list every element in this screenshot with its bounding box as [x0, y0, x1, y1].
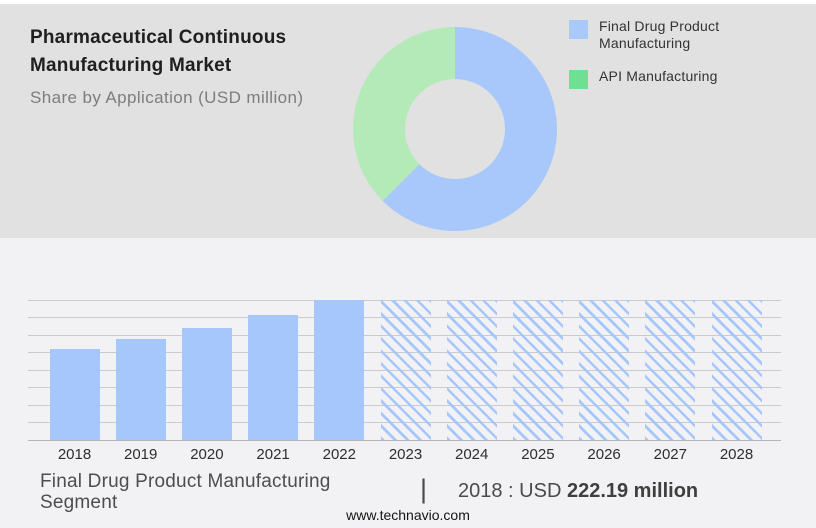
x-tick-label: 2018 — [57, 446, 92, 463]
x-tick-label: 2023 — [388, 446, 423, 463]
footer-separator: | — [420, 474, 428, 504]
bar-2022 — [314, 300, 365, 440]
x-axis-line — [28, 439, 781, 441]
title-line-2: Manufacturing Market — [30, 55, 232, 76]
stat-annotation: 2018 : USD 222.19 million — [458, 480, 698, 503]
bar-2021 — [248, 314, 299, 440]
segment-caption-line-1: Final Drug Product Manufacturing — [40, 471, 331, 492]
bar-2019 — [115, 339, 166, 440]
legend-label: Final Drug Product Manufacturing — [599, 18, 720, 51]
x-tick-label: 2025 — [521, 446, 555, 463]
legend-item-final-drug-product: Final Drug Product Manufacturing — [569, 18, 769, 52]
x-tick-label: 2028 — [719, 446, 754, 463]
page-title: Pharmaceutical Continuous Manufacturing … — [30, 24, 286, 80]
x-tick-label: 2020 — [190, 446, 224, 463]
title-line-1: Pharmaceutical Continuous — [30, 27, 287, 48]
legend-label: API Manufacturing — [599, 68, 718, 84]
x-tick-label: 2021 — [256, 446, 290, 463]
bar-2023-forecast — [380, 300, 431, 440]
bar-2025-forecast — [512, 300, 563, 440]
bar-2024-forecast — [446, 300, 497, 440]
stat-prefix: 2018 : USD — [458, 480, 567, 502]
x-tick-label: 2024 — [455, 446, 489, 463]
donut-chart — [353, 27, 557, 231]
bar-2026-forecast — [579, 300, 630, 440]
bar-plot: 2018 2019 2020 2021 2022 2023 2024 2025 2026 2027… — [28, 299, 781, 463]
segment-caption: Final Drug Product Manufacturing Segment — [40, 471, 330, 513]
bar-2018 — [49, 349, 100, 440]
website-text: www.technavio.com — [346, 507, 470, 523]
segment-caption-line-2: Segment — [40, 492, 118, 513]
bar-section: 2018 2019 2020 2021 2022 2023 2024 2025 2026 2027… — [0, 238, 816, 528]
legend-swatch — [569, 70, 588, 89]
donut-hole — [405, 79, 505, 179]
x-tick-label: 2019 — [124, 446, 158, 463]
x-tick-label: 2026 — [587, 446, 621, 463]
legend-item-api-manufacturing: API Manufacturing — [569, 68, 769, 89]
stat-value: 222.19 million — [566, 480, 699, 502]
bar-2027-forecast — [645, 300, 696, 440]
page-subtitle: Share by Application (USD million) — [30, 88, 304, 107]
x-tick-label: 2022 — [322, 446, 356, 463]
bar-2028-forecast — [711, 300, 762, 440]
x-tick-label: 2027 — [653, 446, 687, 463]
legend-swatch — [569, 20, 588, 39]
bar-2020 — [181, 328, 232, 440]
donut-section: Pharmaceutical Continuous Manufacturing … — [0, 4, 816, 238]
